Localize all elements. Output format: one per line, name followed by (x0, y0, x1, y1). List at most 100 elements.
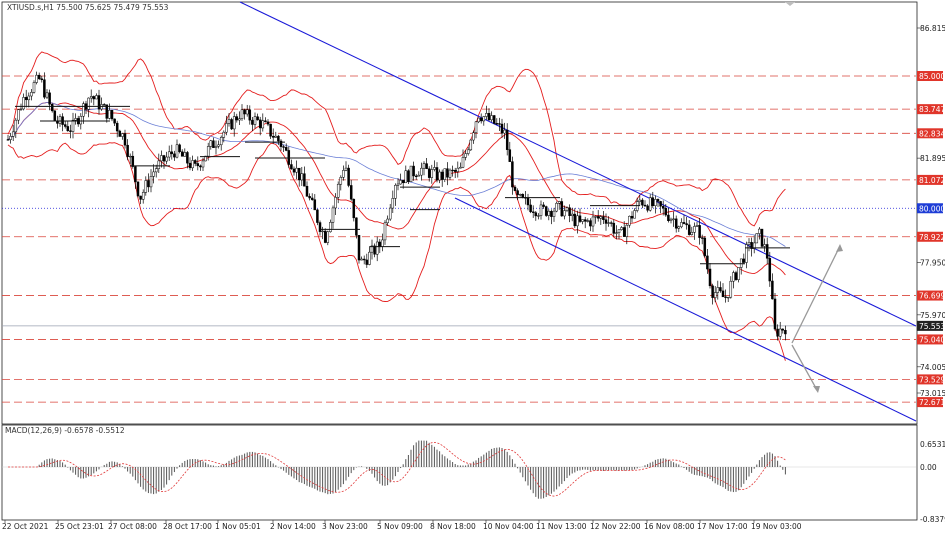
candle-body (339, 177, 343, 185)
price-tick-label: 73.015 (920, 389, 945, 398)
candle-body (427, 168, 431, 178)
candle-body (11, 131, 15, 137)
time-tick-label: 17 Nov 17:00 (697, 522, 748, 531)
candle-body (737, 267, 740, 280)
candle-body (310, 197, 314, 200)
level-tag-label: 75.040 (919, 335, 945, 344)
candle-body (287, 150, 291, 165)
level-tag (917, 320, 943, 331)
candle-body (716, 287, 720, 293)
candle-body (355, 217, 358, 236)
price-tick-label: 81.895 (920, 154, 945, 163)
candle-body (126, 144, 129, 157)
candle-body (407, 170, 410, 182)
candle-body (188, 162, 192, 169)
candle-body (258, 119, 262, 129)
candle-body (196, 163, 200, 167)
candle-body (45, 92, 49, 98)
candle-body (9, 136, 12, 140)
candle-body (703, 237, 707, 257)
candle-body (277, 135, 280, 142)
candle-body (669, 218, 673, 221)
candle-body (687, 224, 691, 235)
candle-body (334, 197, 337, 209)
candle-body (739, 258, 743, 268)
trend-channel (239, 1, 917, 422)
candle-body (474, 121, 478, 133)
candle-body (633, 210, 636, 219)
candle-body (430, 169, 434, 178)
candle-body (466, 149, 470, 154)
level-tag-label: 72.671 (919, 398, 945, 407)
candle-body (149, 176, 153, 188)
candle-body (186, 152, 189, 164)
candle-body (612, 222, 616, 234)
candle-body (417, 174, 421, 177)
candle-body (641, 199, 644, 206)
candle-body (69, 130, 72, 132)
candle-body (243, 109, 246, 115)
candle-body (290, 164, 293, 170)
candle-body (542, 204, 545, 207)
candle-body (563, 210, 566, 217)
candle-body (659, 201, 662, 207)
candle-body (219, 137, 223, 146)
candle-body (245, 109, 249, 115)
candle-body (40, 78, 44, 81)
candle-body (599, 216, 603, 219)
candle-body (646, 205, 649, 211)
candle-body (27, 95, 31, 101)
candle-body (253, 116, 257, 125)
macd-histogram (2, 440, 916, 499)
candle-body (321, 230, 324, 233)
candle-body (630, 215, 634, 219)
candle-body (596, 216, 600, 219)
candle-body (586, 220, 590, 222)
candle-body (87, 97, 90, 110)
candle-body (550, 210, 553, 217)
candle-body (747, 242, 751, 245)
time-tick-label: 8 Nov 18:00 (430, 522, 476, 531)
candle-body (464, 153, 467, 158)
scroll-marker-icon[interactable] (785, 2, 795, 6)
time-tick-label: 22 Oct 2021 (2, 522, 49, 531)
candle-body (97, 95, 101, 110)
candle-body (375, 241, 379, 255)
macd-tick-label: 0.6531 (920, 440, 945, 449)
candle-body (308, 196, 311, 199)
candle-body (617, 229, 621, 233)
arrow-up (791, 245, 841, 344)
main-panel-frame (1, 1, 918, 425)
candle-body (568, 207, 571, 216)
level-tag-label: 83.747 (919, 105, 945, 114)
level-tag-label: 76.699 (919, 292, 945, 301)
candle-body (591, 216, 595, 227)
candle-body (508, 149, 512, 162)
candle-body (438, 171, 441, 181)
candle-body (365, 259, 369, 265)
candle-body (594, 216, 597, 218)
candle-body (685, 223, 688, 226)
candle-body (191, 160, 194, 169)
candle-body (261, 120, 265, 129)
candle-body (305, 185, 309, 197)
candle-body (183, 152, 187, 157)
candle-body (758, 228, 761, 234)
bollinger-lower (7, 142, 786, 361)
candle-body (531, 211, 535, 213)
candle-body (292, 168, 296, 173)
candle-body (734, 272, 738, 280)
candle-body (235, 116, 239, 121)
candle-body (492, 115, 496, 124)
candle-body (157, 160, 161, 169)
macd-tick-label: 0.00 (920, 463, 937, 472)
candle-body (347, 167, 350, 186)
candle-body (656, 199, 660, 202)
candle-body (378, 241, 382, 247)
candle-body (66, 126, 70, 132)
time-tick-label: 2 Nov 14:00 (270, 522, 316, 531)
candle-body (760, 228, 764, 247)
time-tick-label: 27 Oct 08:00 (108, 522, 157, 531)
candle-body (316, 209, 319, 223)
